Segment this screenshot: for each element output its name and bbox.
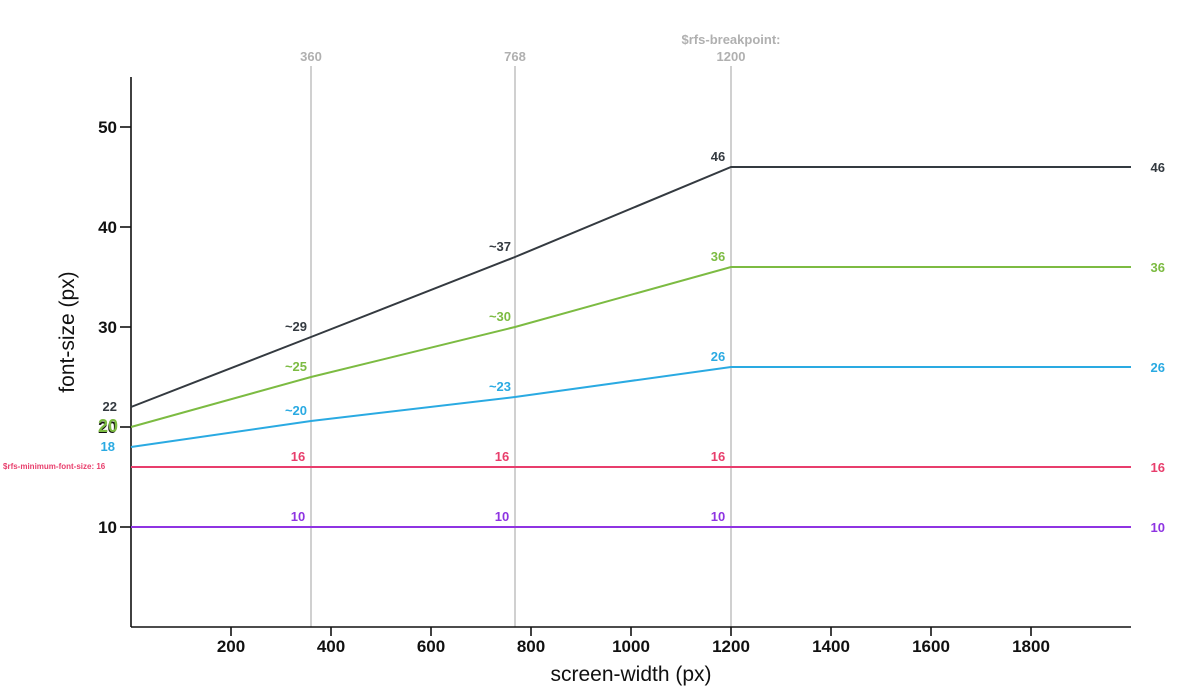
point-label: ~29	[285, 319, 307, 334]
y-tick-label: 10	[98, 518, 117, 537]
point-label: ~25	[285, 359, 307, 374]
x-tick-label: 400	[317, 637, 345, 656]
point-label: 16	[711, 449, 725, 464]
end-label: 16	[1151, 460, 1165, 475]
point-label: 10	[495, 509, 509, 524]
y-axis-title: font-size (px)	[56, 271, 79, 392]
start-label: $rfs-minimum-font-size: 16	[3, 462, 106, 471]
end-label: 26	[1151, 360, 1165, 375]
series-line-2	[130, 266, 1131, 428]
x-tick-label: 800	[517, 637, 545, 656]
point-label: 46	[711, 149, 725, 164]
x-tick-label: 200	[217, 637, 245, 656]
axes	[130, 77, 1131, 628]
axis-ticks: 200 400 600 800 1000 1200 1400 1600 1800 10 20 30 40…	[98, 118, 1050, 656]
x-tick-label: 1400	[812, 637, 850, 656]
end-label: 36	[1151, 260, 1165, 275]
reference-line-label: 1200	[717, 49, 746, 64]
start-label: 20	[98, 416, 118, 436]
start-label: 18	[101, 439, 115, 454]
start-label: 22	[103, 399, 117, 414]
point-label: ~20	[285, 403, 307, 418]
point-label: 10	[711, 509, 725, 524]
y-tick-label: 20	[98, 418, 117, 437]
series-line-1	[130, 166, 1131, 408]
point-label: 16	[291, 449, 305, 464]
point-label: ~23	[489, 379, 511, 394]
point-label: 16	[495, 449, 509, 464]
reference-lines: 360 768 $rfs-breakpoint: 1200	[300, 32, 780, 627]
x-tick-label: 600	[417, 637, 445, 656]
reference-line-label: $rfs-breakpoint:	[682, 32, 781, 47]
point-label: ~30	[489, 309, 511, 324]
series-line-3	[130, 366, 1131, 448]
x-tick-label: 1000	[612, 637, 650, 656]
y-tick-label: 30	[98, 318, 117, 337]
point-label: ~37	[489, 239, 511, 254]
y-tick-label: 50	[98, 118, 117, 137]
series-lines	[130, 166, 1131, 528]
end-label: 10	[1151, 520, 1165, 535]
reference-line-label: 360	[300, 49, 322, 64]
point-label: 26	[711, 349, 725, 364]
end-label: 46	[1151, 160, 1165, 175]
point-label: 10	[291, 509, 305, 524]
x-tick-label: 1800	[1012, 637, 1050, 656]
reference-line-label: 768	[504, 49, 526, 64]
y-tick-label: 40	[98, 218, 117, 237]
x-axis-title: screen-width (px)	[550, 663, 711, 686]
point-label: 36	[711, 249, 725, 264]
data-labels: ~29 ~37 46 46 ~25 ~30 36 36 ~20 ~23 26 26 16 16 16 16 10…	[3, 149, 1165, 535]
x-tick-label: 1200	[712, 637, 750, 656]
x-tick-label: 1600	[912, 637, 950, 656]
